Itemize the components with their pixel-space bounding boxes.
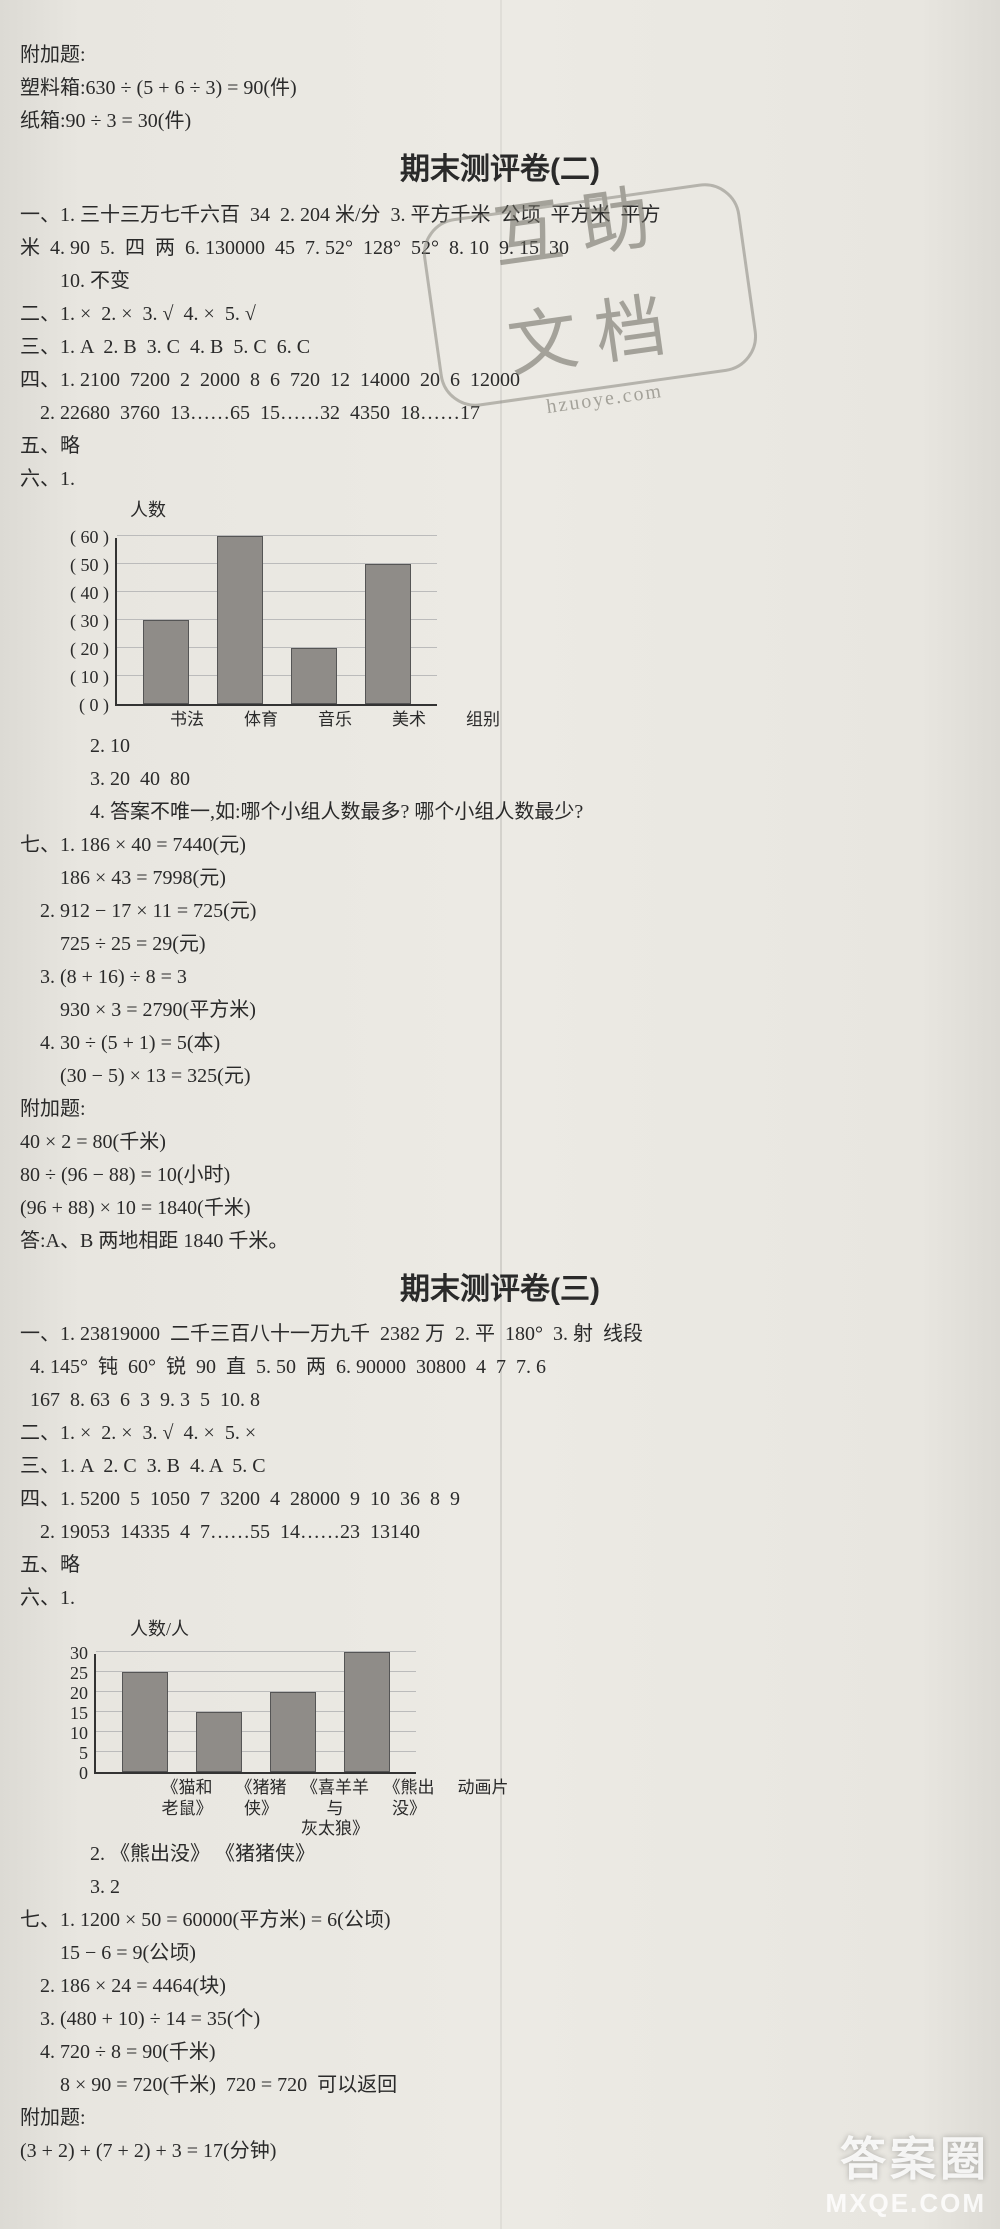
x-tick-label: 美术 xyxy=(372,710,446,730)
x-tick-label: 《喜羊羊与 灰太狼》 xyxy=(298,1778,372,1839)
bar xyxy=(270,1692,316,1772)
chart2-plot xyxy=(94,1654,416,1774)
bar-slot xyxy=(108,1672,182,1772)
x-tick-label: 《猪猪 侠》 xyxy=(224,1778,298,1839)
gridline xyxy=(117,535,437,536)
y-tick-label: ( 30 ) xyxy=(70,608,109,636)
chart2-y-labels: 051015202530 xyxy=(70,1644,88,1784)
page: 附加题: 塑料箱:630 ÷ (5 + 6 ÷ 3) = 90(件) 纸箱:90… xyxy=(0,0,1000,2229)
bar xyxy=(122,1672,168,1772)
bar-slot xyxy=(182,1712,256,1772)
x-axis-name: 动画片 xyxy=(446,1778,520,1839)
y-tick-label: ( 20 ) xyxy=(70,636,109,664)
bar-slot xyxy=(129,620,203,704)
bar xyxy=(291,648,337,704)
y-tick-label: ( 10 ) xyxy=(70,664,109,692)
y-tick-label: ( 40 ) xyxy=(70,580,109,608)
bar-slot xyxy=(277,648,351,704)
bar xyxy=(217,536,263,704)
x-tick-label: 《熊出 没》 xyxy=(372,1778,446,1839)
y-tick-label: 0 xyxy=(79,1764,88,1784)
y-tick-label: ( 0 ) xyxy=(79,692,109,720)
x-tick-label: 《猫和 老鼠》 xyxy=(150,1778,224,1839)
bar-slot xyxy=(330,1652,404,1772)
page-crease xyxy=(500,0,502,2229)
bar-slot xyxy=(203,536,277,704)
bar xyxy=(143,620,189,704)
bar-slot xyxy=(256,1692,330,1772)
chart1-plot xyxy=(115,538,437,706)
x-axis-name: 组别 xyxy=(446,710,520,730)
chart1-y-labels: ( 0 )( 10 )( 20 )( 30 )( 40 )( 50 )( 60 … xyxy=(70,524,109,720)
y-tick-label: ( 50 ) xyxy=(70,552,109,580)
x-tick-label: 书法 xyxy=(150,710,224,730)
x-tick-label: 体育 xyxy=(224,710,298,730)
x-tick-label: 音乐 xyxy=(298,710,372,730)
bar xyxy=(196,1712,242,1772)
bar xyxy=(365,564,411,704)
y-tick-label: ( 60 ) xyxy=(70,524,109,552)
watermark-en: MXQE.COM xyxy=(826,2183,986,2223)
bar xyxy=(344,1652,390,1772)
bar-slot xyxy=(351,564,425,704)
